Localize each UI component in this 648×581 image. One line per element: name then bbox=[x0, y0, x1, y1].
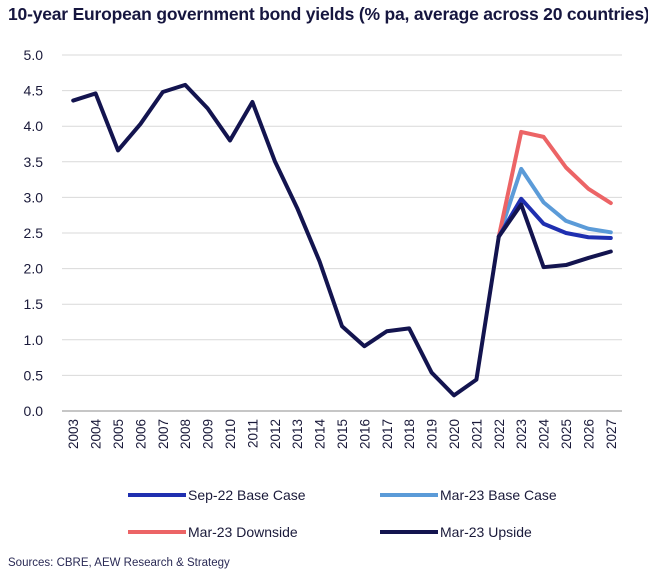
y-tick-label: 4.5 bbox=[24, 83, 44, 99]
x-tick-label: 2024 bbox=[537, 419, 552, 450]
x-tick-label: 2020 bbox=[447, 419, 462, 449]
y-tick-label: 0.5 bbox=[24, 367, 44, 383]
x-tick-label: 2005 bbox=[111, 419, 126, 449]
x-tick-label: 2015 bbox=[335, 419, 350, 449]
y-tick-label: 3.5 bbox=[24, 154, 44, 170]
x-tick-label: 2019 bbox=[425, 419, 440, 449]
x-tick-label: 2013 bbox=[290, 419, 305, 449]
x-tick-label: 2025 bbox=[559, 419, 574, 449]
x-tick-label: 2008 bbox=[178, 419, 193, 449]
x-tick-label: 2023 bbox=[514, 419, 529, 449]
x-tick-label: 2018 bbox=[402, 419, 417, 449]
y-tick-label: 1.5 bbox=[24, 296, 44, 312]
x-axis: 2003 2004 2005 2006 2007 2008 2009 2010 2011 2012… bbox=[62, 410, 622, 450]
y-tick-label: 4.0 bbox=[24, 118, 44, 134]
series-line-mar-23-upside bbox=[71, 82, 613, 398]
y-tick-label: 1.0 bbox=[24, 332, 44, 348]
y-tick-label: 2.0 bbox=[24, 261, 44, 277]
x-tick-label: 2016 bbox=[357, 419, 372, 449]
x-tick-label: 2022 bbox=[492, 419, 507, 449]
x-tick-label: 2027 bbox=[604, 419, 619, 449]
y-axis: 0.0 0.5 1.0 1.5 2.0 2.5 3.0 3.5 4.0 4.5 5.0 bbox=[24, 47, 44, 419]
grid-lines bbox=[62, 54, 622, 376]
x-tick-label: 2011 bbox=[245, 419, 260, 448]
x-tick-label: 2004 bbox=[89, 419, 104, 450]
y-tick-label: 5.0 bbox=[24, 47, 44, 63]
x-tick-label: 2021 bbox=[469, 419, 484, 449]
y-tick-label: 2.5 bbox=[24, 225, 44, 241]
series-line-mar-23-base-case bbox=[496, 166, 613, 239]
x-tick-label: 2014 bbox=[313, 419, 328, 450]
source-note: Sources: CBRE, AEW Research & Strategy bbox=[8, 557, 230, 569]
series-lines bbox=[71, 82, 613, 398]
chart-title: 10-year European government bond yields … bbox=[8, 4, 648, 24]
y-tick-label: 3.0 bbox=[24, 189, 44, 205]
y-tick-label: 0.0 bbox=[24, 403, 44, 419]
x-tick-label: 2026 bbox=[581, 419, 596, 449]
x-tick-label: 2009 bbox=[201, 419, 216, 449]
x-tick-label: 2006 bbox=[133, 419, 148, 449]
x-tick-label: 2017 bbox=[380, 419, 395, 449]
series-line-sep-22-base-case bbox=[496, 196, 613, 240]
x-tick-label: 2007 bbox=[156, 419, 171, 449]
series-line-mar-23-downside bbox=[496, 129, 613, 239]
x-tick-label: 2012 bbox=[268, 419, 283, 449]
x-tick-label: 2003 bbox=[66, 419, 81, 449]
x-tick-label: 2010 bbox=[223, 419, 238, 449]
